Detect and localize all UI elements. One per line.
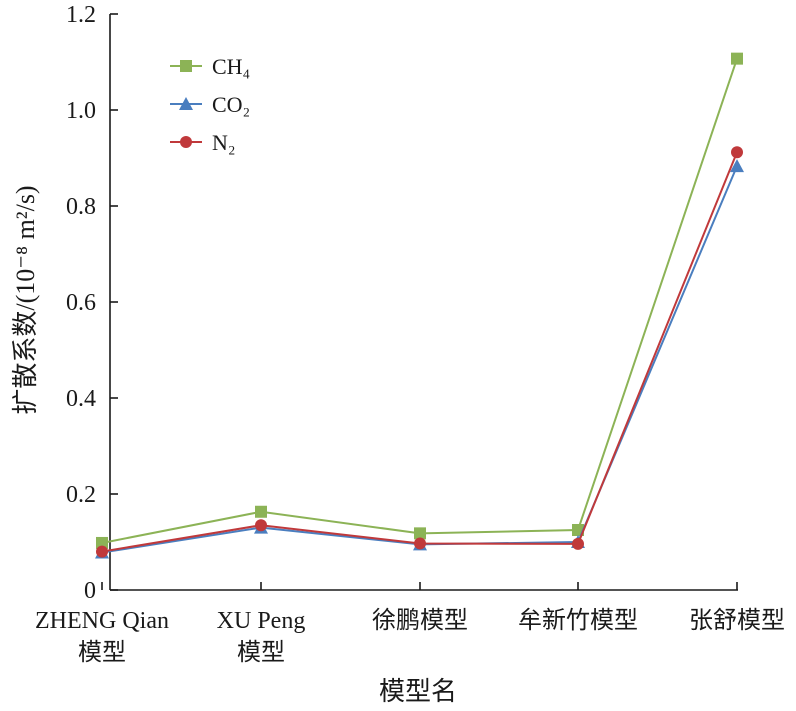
data-point: [731, 146, 743, 159]
y-tick-label: 1.2: [66, 2, 96, 28]
x-axis-title: 模型名: [379, 677, 457, 706]
legend-label: N₂: [212, 130, 236, 155]
legend-label: CO₂: [212, 92, 250, 117]
axes: 0 0.2 0.4 0.6 0.8 1.0 1.2 ZHENG Qian 模型 XU Peng 模型…: [35, 2, 785, 666]
legend-marker: [180, 60, 192, 72]
series-group: [95, 52, 744, 559]
legend-item: CH₄: [170, 54, 250, 79]
x-tick-label: 张舒模型: [689, 607, 785, 634]
y-tick-label: 0.6: [66, 290, 96, 316]
data-point: [414, 527, 426, 540]
data-point: [96, 536, 108, 549]
legend-item: CO₂: [170, 92, 250, 117]
x-tick-label: 牟新竹模型: [518, 607, 638, 634]
legend-item: N₂: [170, 130, 236, 155]
data-point: [572, 537, 584, 550]
data-point: [414, 537, 426, 550]
y-tick-label: 0.8: [66, 194, 96, 220]
data-point: [96, 545, 108, 558]
series-0: [96, 52, 743, 549]
y-tick-label: 0.2: [66, 482, 96, 508]
series-line: [101, 165, 738, 554]
y-tick-label: 0.4: [66, 386, 96, 412]
x-tick-label: ZHENG Qian: [35, 608, 169, 634]
y-tick-label: 1.0: [66, 98, 96, 124]
y-tick-label: 0: [84, 578, 96, 604]
legend: CH₄ CO₂ N₂: [170, 54, 250, 155]
series-line: [101, 58, 738, 544]
series-line: [101, 151, 738, 553]
x-tick-label: XU Peng: [217, 608, 306, 634]
x-tick-label: 模型: [78, 639, 126, 666]
data-point: [255, 505, 267, 518]
data-point: [730, 159, 744, 173]
x-tick-label: 徐鹏模型: [372, 607, 468, 634]
legend-label: CH₄: [212, 54, 250, 79]
legend-marker: [180, 136, 192, 148]
data-point: [255, 519, 267, 532]
series-2: [96, 146, 743, 558]
series-1: [95, 159, 744, 559]
x-tick-label: 模型: [237, 639, 285, 666]
legend-marker: [179, 97, 193, 110]
y-axis-title: 扩散系数/(10⁻⁸ m²/s): [11, 185, 40, 414]
data-point: [731, 52, 743, 65]
